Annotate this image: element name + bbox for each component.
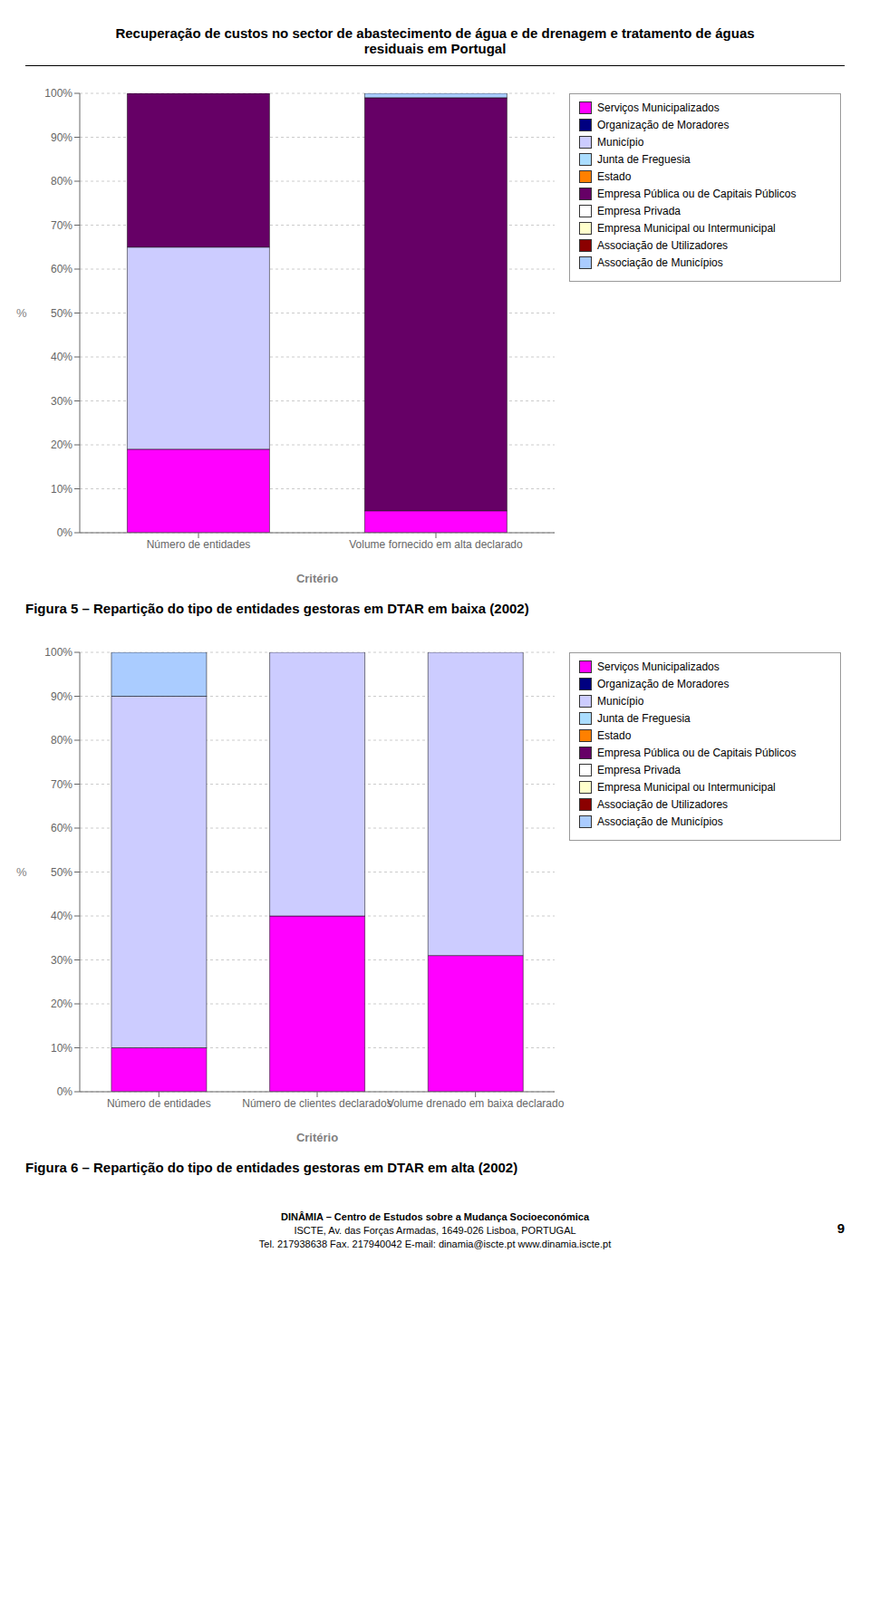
svg-text:60%: 60% — [50, 262, 73, 276]
html-text:Associação de Utilizadores: Associação de Utilizadores — [597, 798, 728, 812]
html-text:Organização de Moradores: Organização de Moradores — [597, 118, 729, 132]
html-text:Empresa Pública ou de Capitais: Empresa Pública ou de Capitais Públicos — [597, 746, 797, 760]
html-text:9: 9 — [837, 1220, 845, 1237]
svg-text:80%: 80% — [50, 174, 73, 188]
html-text:Organização de Moradores: Organização de Moradores — [597, 677, 729, 691]
svg-text:40%: 40% — [50, 909, 73, 923]
html-text:Figura 5 – Repartição do tipo: Figura 5 – Repartição do tipo de entidad… — [25, 600, 529, 617]
svg-text:50%: 50% — [50, 866, 73, 880]
svg-text:30%: 30% — [50, 954, 73, 967]
svg-text:40%: 40% — [50, 350, 73, 364]
html-text:Junta de Freguesia: Junta de Freguesia — [597, 712, 691, 725]
svg-text:30%: 30% — [50, 395, 73, 408]
html-text:Serviços Municipalizados: Serviços Municipalizados — [597, 101, 720, 115]
svg-text:Volume fornecido em alta decla: Volume fornecido em alta declarado — [348, 538, 523, 551]
svg-text:Critério: Critério — [296, 1131, 339, 1145]
svg-text:0%: 0% — [57, 526, 74, 540]
svg-text:70%: 70% — [50, 778, 73, 792]
svg-text:0%: 0% — [57, 1085, 74, 1099]
html-text:Município: Município — [597, 135, 644, 149]
html-text:Tel. 217938638 Fax. 217940042: Tel. 217938638 Fax. 217940042 E-mail: di… — [259, 1238, 611, 1250]
svg-text:Número de clientes declarados: Número de clientes declarados — [241, 1097, 392, 1111]
html-text:Empresa Municipal ou Intermuni: Empresa Municipal ou Intermunicipal — [597, 222, 776, 235]
html-text:Empresa Privada: Empresa Privada — [597, 204, 681, 218]
svg-text:60%: 60% — [50, 821, 73, 835]
svg-text:10%: 10% — [50, 1042, 73, 1055]
html-text:Junta de Freguesia: Junta de Freguesia — [597, 153, 691, 166]
html-text:Estado: Estado — [597, 729, 632, 743]
html-text:Figura 6 – Repartição do tipo: Figura 6 – Repartição do tipo de entidad… — [25, 1160, 518, 1176]
html-text:Município: Município — [597, 695, 644, 708]
svg-text:20%: 20% — [50, 997, 73, 1011]
html-text:Recuperação de custos no secto: Recuperação de custos no sector de abast… — [115, 25, 755, 57]
html-text:ISCTE, Av. das Forças Armadas,: ISCTE, Av. das Forças Armadas, 1649-026 … — [293, 1225, 577, 1237]
html-text:Associação de Municípios: Associação de Municípios — [597, 256, 724, 270]
svg-text:Número de entidades: Número de entidades — [106, 1097, 212, 1111]
html-text:Empresa Municipal ou Intermuni: Empresa Municipal ou Intermunicipal — [597, 781, 776, 794]
html-text:Estado: Estado — [597, 170, 632, 184]
svg-text:20%: 20% — [50, 438, 73, 452]
svg-text:10%: 10% — [50, 483, 73, 496]
svg-text:Critério: Critério — [296, 571, 339, 586]
html-text:Empresa Privada: Empresa Privada — [597, 763, 681, 777]
svg-text:%: % — [16, 306, 28, 320]
html-text:DINÂMIA – Centro de Estudos so: DINÂMIA – Centro de Estudos sobre a Muda… — [280, 1211, 590, 1223]
svg-text:%: % — [16, 865, 28, 880]
svg-text:70%: 70% — [50, 219, 73, 232]
html-text:Empresa Pública ou de Capitais: Empresa Pública ou de Capitais Públicos — [597, 187, 797, 201]
svg-text:Volume drenado em baixa declar: Volume drenado em baixa declarado — [386, 1097, 565, 1111]
svg-text:100%: 100% — [44, 646, 73, 659]
html-text:Associação de Utilizadores: Associação de Utilizadores — [597, 239, 728, 252]
svg-text:80%: 80% — [50, 734, 73, 747]
svg-text:90%: 90% — [50, 131, 73, 145]
svg-text:50%: 50% — [50, 307, 73, 320]
html-text:Serviços Municipalizados: Serviços Municipalizados — [597, 660, 720, 674]
svg-text:Número de entidades: Número de entidades — [146, 538, 252, 551]
svg-text:90%: 90% — [50, 690, 73, 704]
html-text:Associação de Municípios: Associação de Municípios — [597, 815, 724, 829]
svg-text:100%: 100% — [44, 87, 73, 100]
